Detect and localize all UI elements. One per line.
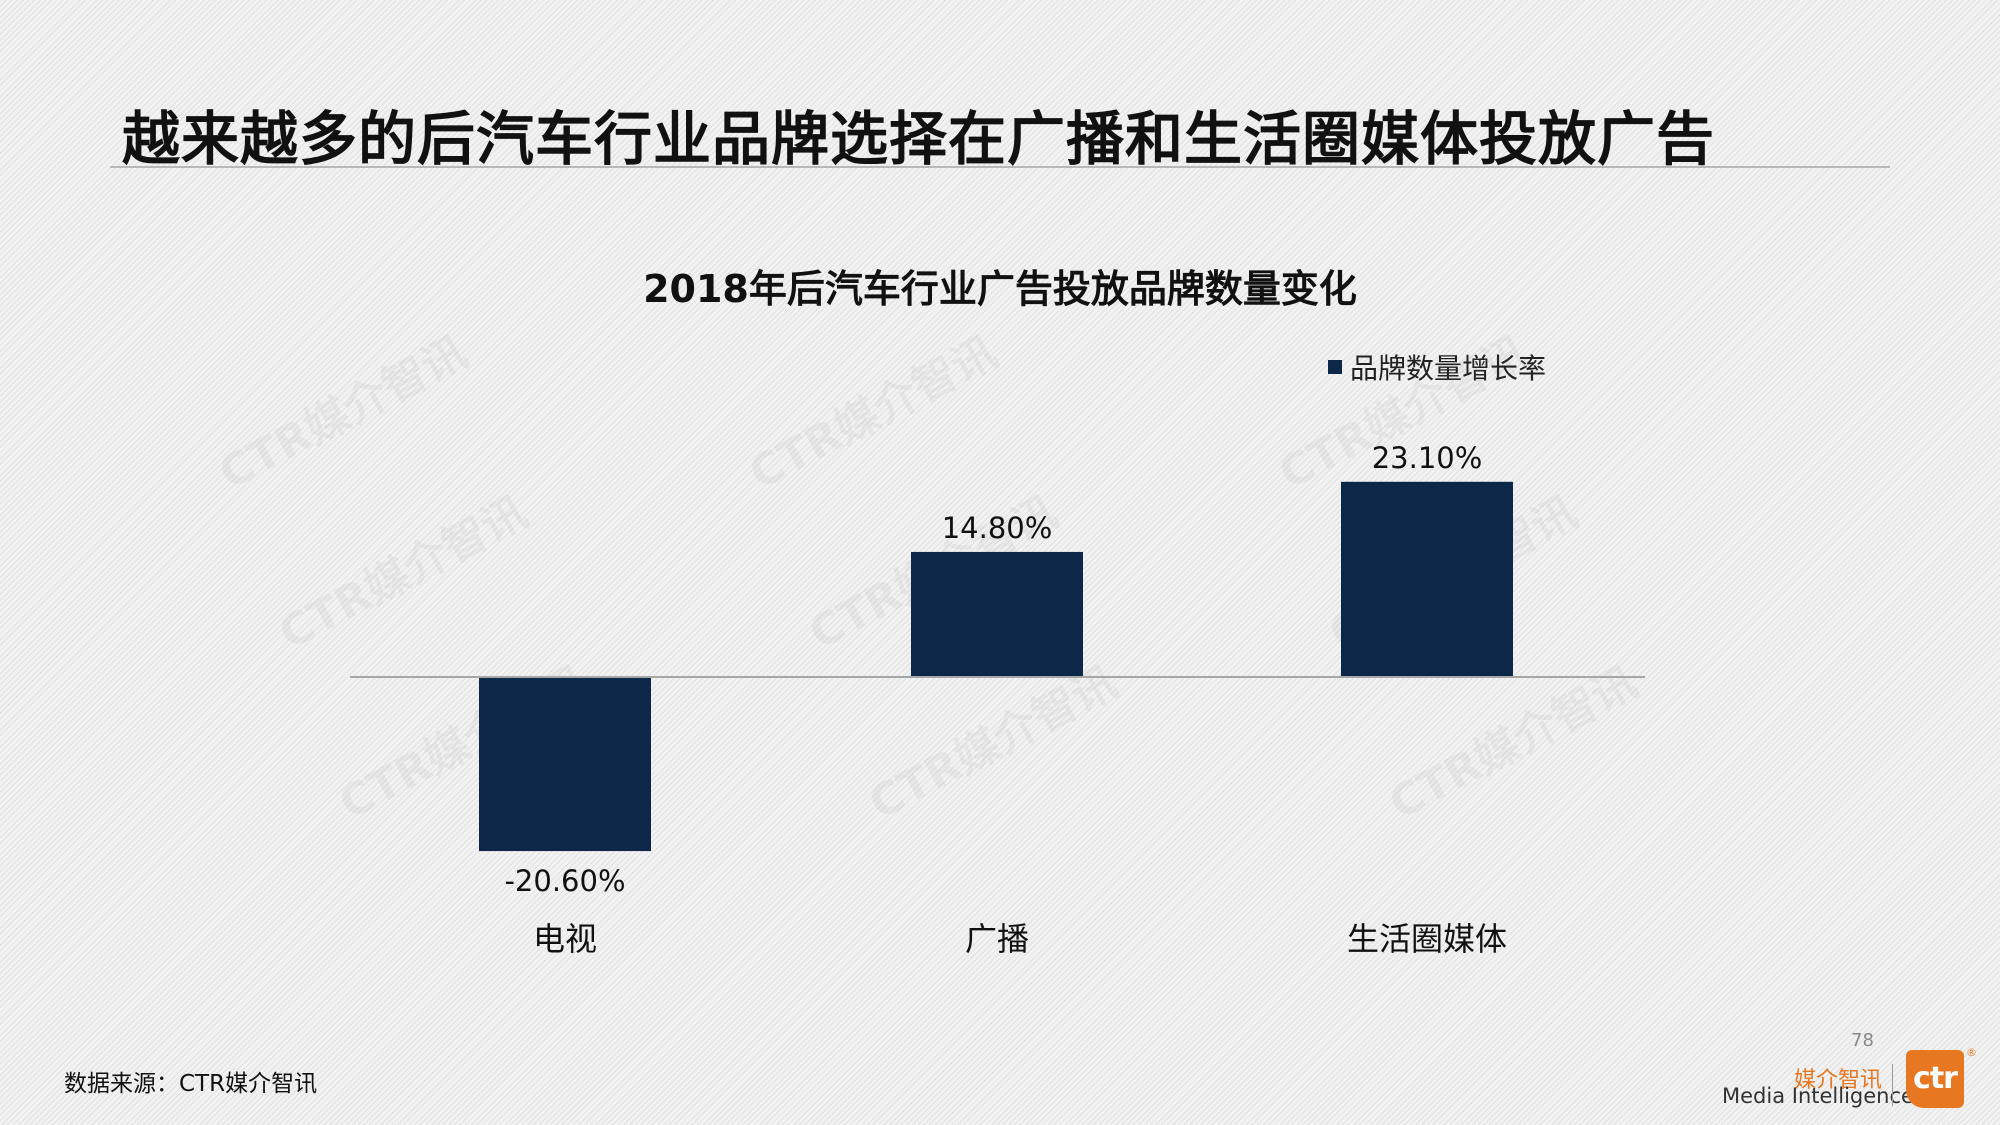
watermark-text: CTR媒介智讯	[861, 657, 1125, 830]
title-divider	[110, 166, 1890, 168]
data-label-1: -20.60%	[504, 864, 625, 898]
chart-title: 2018年后汽车行业广告投放品牌数量变化	[643, 267, 1357, 311]
legend-swatch	[1328, 360, 1342, 374]
page-number: 78	[1851, 1030, 1874, 1051]
bar-2	[911, 551, 1083, 677]
data-label-3: 23.10%	[1372, 441, 1483, 475]
brand-divider	[1892, 1064, 1893, 1106]
watermark-text: CTR媒介智讯	[211, 327, 475, 500]
slide-title: 越来越多的后汽车行业品牌选择在广播和生活圈媒体投放广告	[122, 105, 1716, 173]
bar-1	[479, 677, 651, 852]
bars-layer	[479, 481, 1513, 852]
watermark-text: CTR媒介智讯	[271, 487, 535, 660]
registered-mark: ®	[1966, 1046, 1977, 1059]
data-source-note: 数据来源：CTR媒介智讯	[64, 1071, 318, 1097]
category-label-2: 广播	[965, 920, 1029, 958]
ctr-logo: ctr	[1906, 1050, 1964, 1108]
watermark-text: CTR媒介智讯	[1381, 657, 1645, 830]
category-label-3: 生活圈媒体	[1347, 920, 1507, 958]
data-label-2: 14.80%	[942, 511, 1053, 545]
brand-name-cn: 媒介智讯	[1794, 1068, 1883, 1093]
labels-layer: -20.60% 电视 14.80% 广播 23.10% 生活圈媒体	[504, 441, 1507, 958]
watermark-text: CTR媒介智讯	[741, 327, 1005, 500]
brand-name-en: Media Intelligence	[1722, 1084, 1914, 1108]
legend-label: 品牌数量增长率	[1350, 352, 1547, 385]
bar-3	[1341, 481, 1513, 677]
chart-legend: 品牌数量增长率	[1328, 347, 1546, 387]
category-label-1: 电视	[533, 920, 597, 958]
